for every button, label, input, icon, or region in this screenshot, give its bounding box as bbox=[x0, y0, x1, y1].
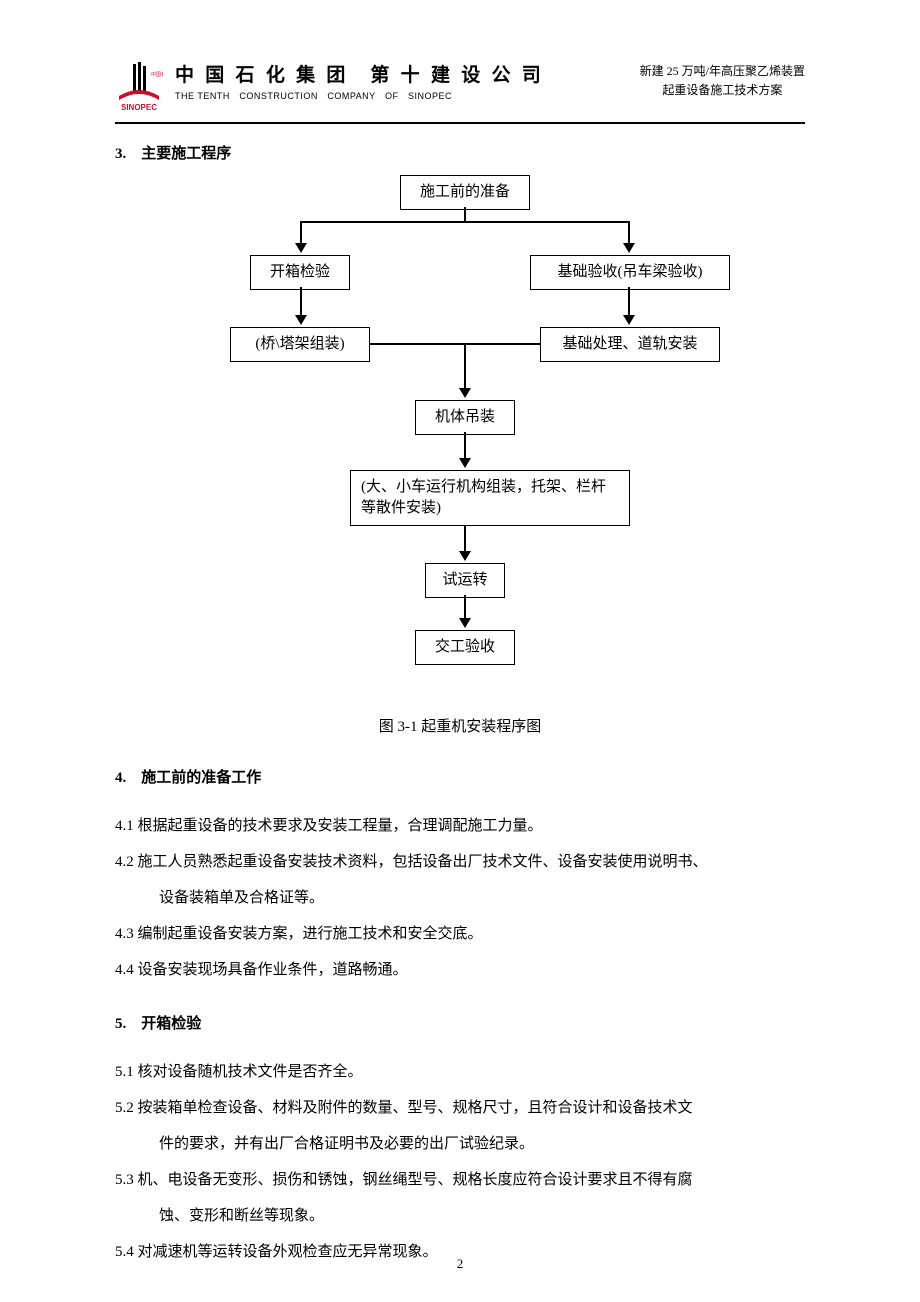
fc-line bbox=[370, 343, 540, 345]
flow-node-inspect: 开箱检验 bbox=[250, 255, 350, 290]
figure-caption: 图 3-1 起重机安装程序图 bbox=[115, 715, 805, 736]
fc-line bbox=[464, 595, 466, 620]
fc-arrow-icon bbox=[459, 388, 471, 398]
flowchart: 施工前的准备 开箱检验 基础验收(吊车梁验收) (桥\塔架组装) 基础处理、道轨… bbox=[180, 175, 740, 695]
page-number: 2 bbox=[0, 1256, 920, 1272]
body-content: 4. 施工前的准备工作 4.1 根据起重设备的技术要求及安装工程量，合理调配施工… bbox=[115, 760, 805, 1270]
para-4-3: 4.3 编制起重设备安装方案，进行施工技术和安全交底。 bbox=[115, 916, 805, 952]
fc-line bbox=[300, 287, 302, 317]
doc-title-line1: 新建 25 万吨/年高压聚乙烯装置 bbox=[640, 62, 805, 81]
fc-arrow-icon bbox=[459, 551, 471, 561]
fc-line bbox=[464, 343, 466, 390]
flow-node-test: 试运转 bbox=[425, 563, 505, 598]
doc-title-line2: 起重设备施工技术方案 bbox=[640, 81, 805, 100]
section-4-num: 4. bbox=[115, 770, 126, 786]
flow-node-install: (大、小车运行机构组装，托架、栏杆等散件安装) bbox=[350, 470, 630, 526]
company-name-en: THE TENTH CONSTRUCTION COMPANY OF SINOPE… bbox=[175, 89, 628, 102]
sinopec-logo: SINOPEC 中国石化 bbox=[115, 60, 163, 114]
section-5-num: 5. bbox=[115, 1016, 126, 1032]
section-5-title: 5. 开箱检验 bbox=[115, 1006, 805, 1042]
flow-node-foundation-process: 基础处理、道轨安装 bbox=[540, 327, 720, 362]
fc-line bbox=[464, 525, 466, 553]
fc-arrow-icon bbox=[295, 315, 307, 325]
section-5-text: 开箱检验 bbox=[141, 1016, 201, 1032]
fc-arrow-icon bbox=[623, 315, 635, 325]
section-3-num: 3. bbox=[115, 146, 126, 162]
para-4-4: 4.4 设备安装现场具备作业条件，道路畅通。 bbox=[115, 952, 805, 988]
para-4-2b: 设备装箱单及合格证等。 bbox=[115, 880, 805, 916]
para-4-1: 4.1 根据起重设备的技术要求及安装工程量，合理调配施工力量。 bbox=[115, 808, 805, 844]
page-header: SINOPEC 中国石化 中 国 石 化 集 团 第 十 建 设 公 司 THE… bbox=[115, 60, 805, 124]
para-5-1: 5.1 核对设备随机技术文件是否齐全。 bbox=[115, 1054, 805, 1090]
header-titles: 中 国 石 化 集 团 第 十 建 设 公 司 THE TENTH CONSTR… bbox=[175, 60, 628, 102]
fc-line bbox=[464, 432, 466, 460]
fc-arrow-icon bbox=[459, 458, 471, 468]
fc-line bbox=[300, 221, 302, 245]
fc-arrow-icon bbox=[295, 243, 307, 253]
section-4-text: 施工前的准备工作 bbox=[141, 770, 261, 786]
fc-arrow-icon bbox=[623, 243, 635, 253]
company-name-cn: 中 国 石 化 集 团 第 十 建 设 公 司 bbox=[175, 60, 628, 87]
section-4-title: 4. 施工前的准备工作 bbox=[115, 760, 805, 796]
fc-line bbox=[628, 221, 630, 245]
flow-node-prep: 施工前的准备 bbox=[400, 175, 530, 210]
section-3-title: 3. 主要施工程序 bbox=[115, 142, 805, 163]
fc-line bbox=[628, 287, 630, 317]
para-4-2: 4.2 施工人员熟悉起重设备安装技术资料，包括设备出厂技术文件、设备安装使用说明… bbox=[115, 844, 805, 880]
para-5-2b: 件的要求，并有出厂合格证明书及必要的出厂试验纪录。 bbox=[115, 1126, 805, 1162]
para-5-3b: 蚀、变形和断丝等现象。 bbox=[115, 1198, 805, 1234]
para-5-3: 5.3 机、电设备无变形、损伤和锈蚀，钢丝绳型号、规格长度应符合设计要求且不得有… bbox=[115, 1162, 805, 1198]
doc-title: 新建 25 万吨/年高压聚乙烯装置 起重设备施工技术方案 bbox=[640, 60, 805, 100]
fc-line bbox=[464, 207, 466, 221]
para-5-2: 5.2 按装箱单检查设备、材料及附件的数量、型号、规格尺寸，且符合设计和设备技术… bbox=[115, 1090, 805, 1126]
fc-arrow-icon bbox=[459, 618, 471, 628]
flow-node-assembly: (桥\塔架组装) bbox=[230, 327, 370, 362]
fc-line bbox=[300, 221, 630, 223]
svg-text:SINOPEC: SINOPEC bbox=[121, 103, 157, 112]
svg-text:中国石化: 中国石化 bbox=[151, 71, 163, 78]
flow-node-hoist: 机体吊装 bbox=[415, 400, 515, 435]
flow-node-accept: 交工验收 bbox=[415, 630, 515, 665]
flow-node-foundation-accept: 基础验收(吊车梁验收) bbox=[530, 255, 730, 290]
section-3-text: 主要施工程序 bbox=[141, 146, 231, 162]
